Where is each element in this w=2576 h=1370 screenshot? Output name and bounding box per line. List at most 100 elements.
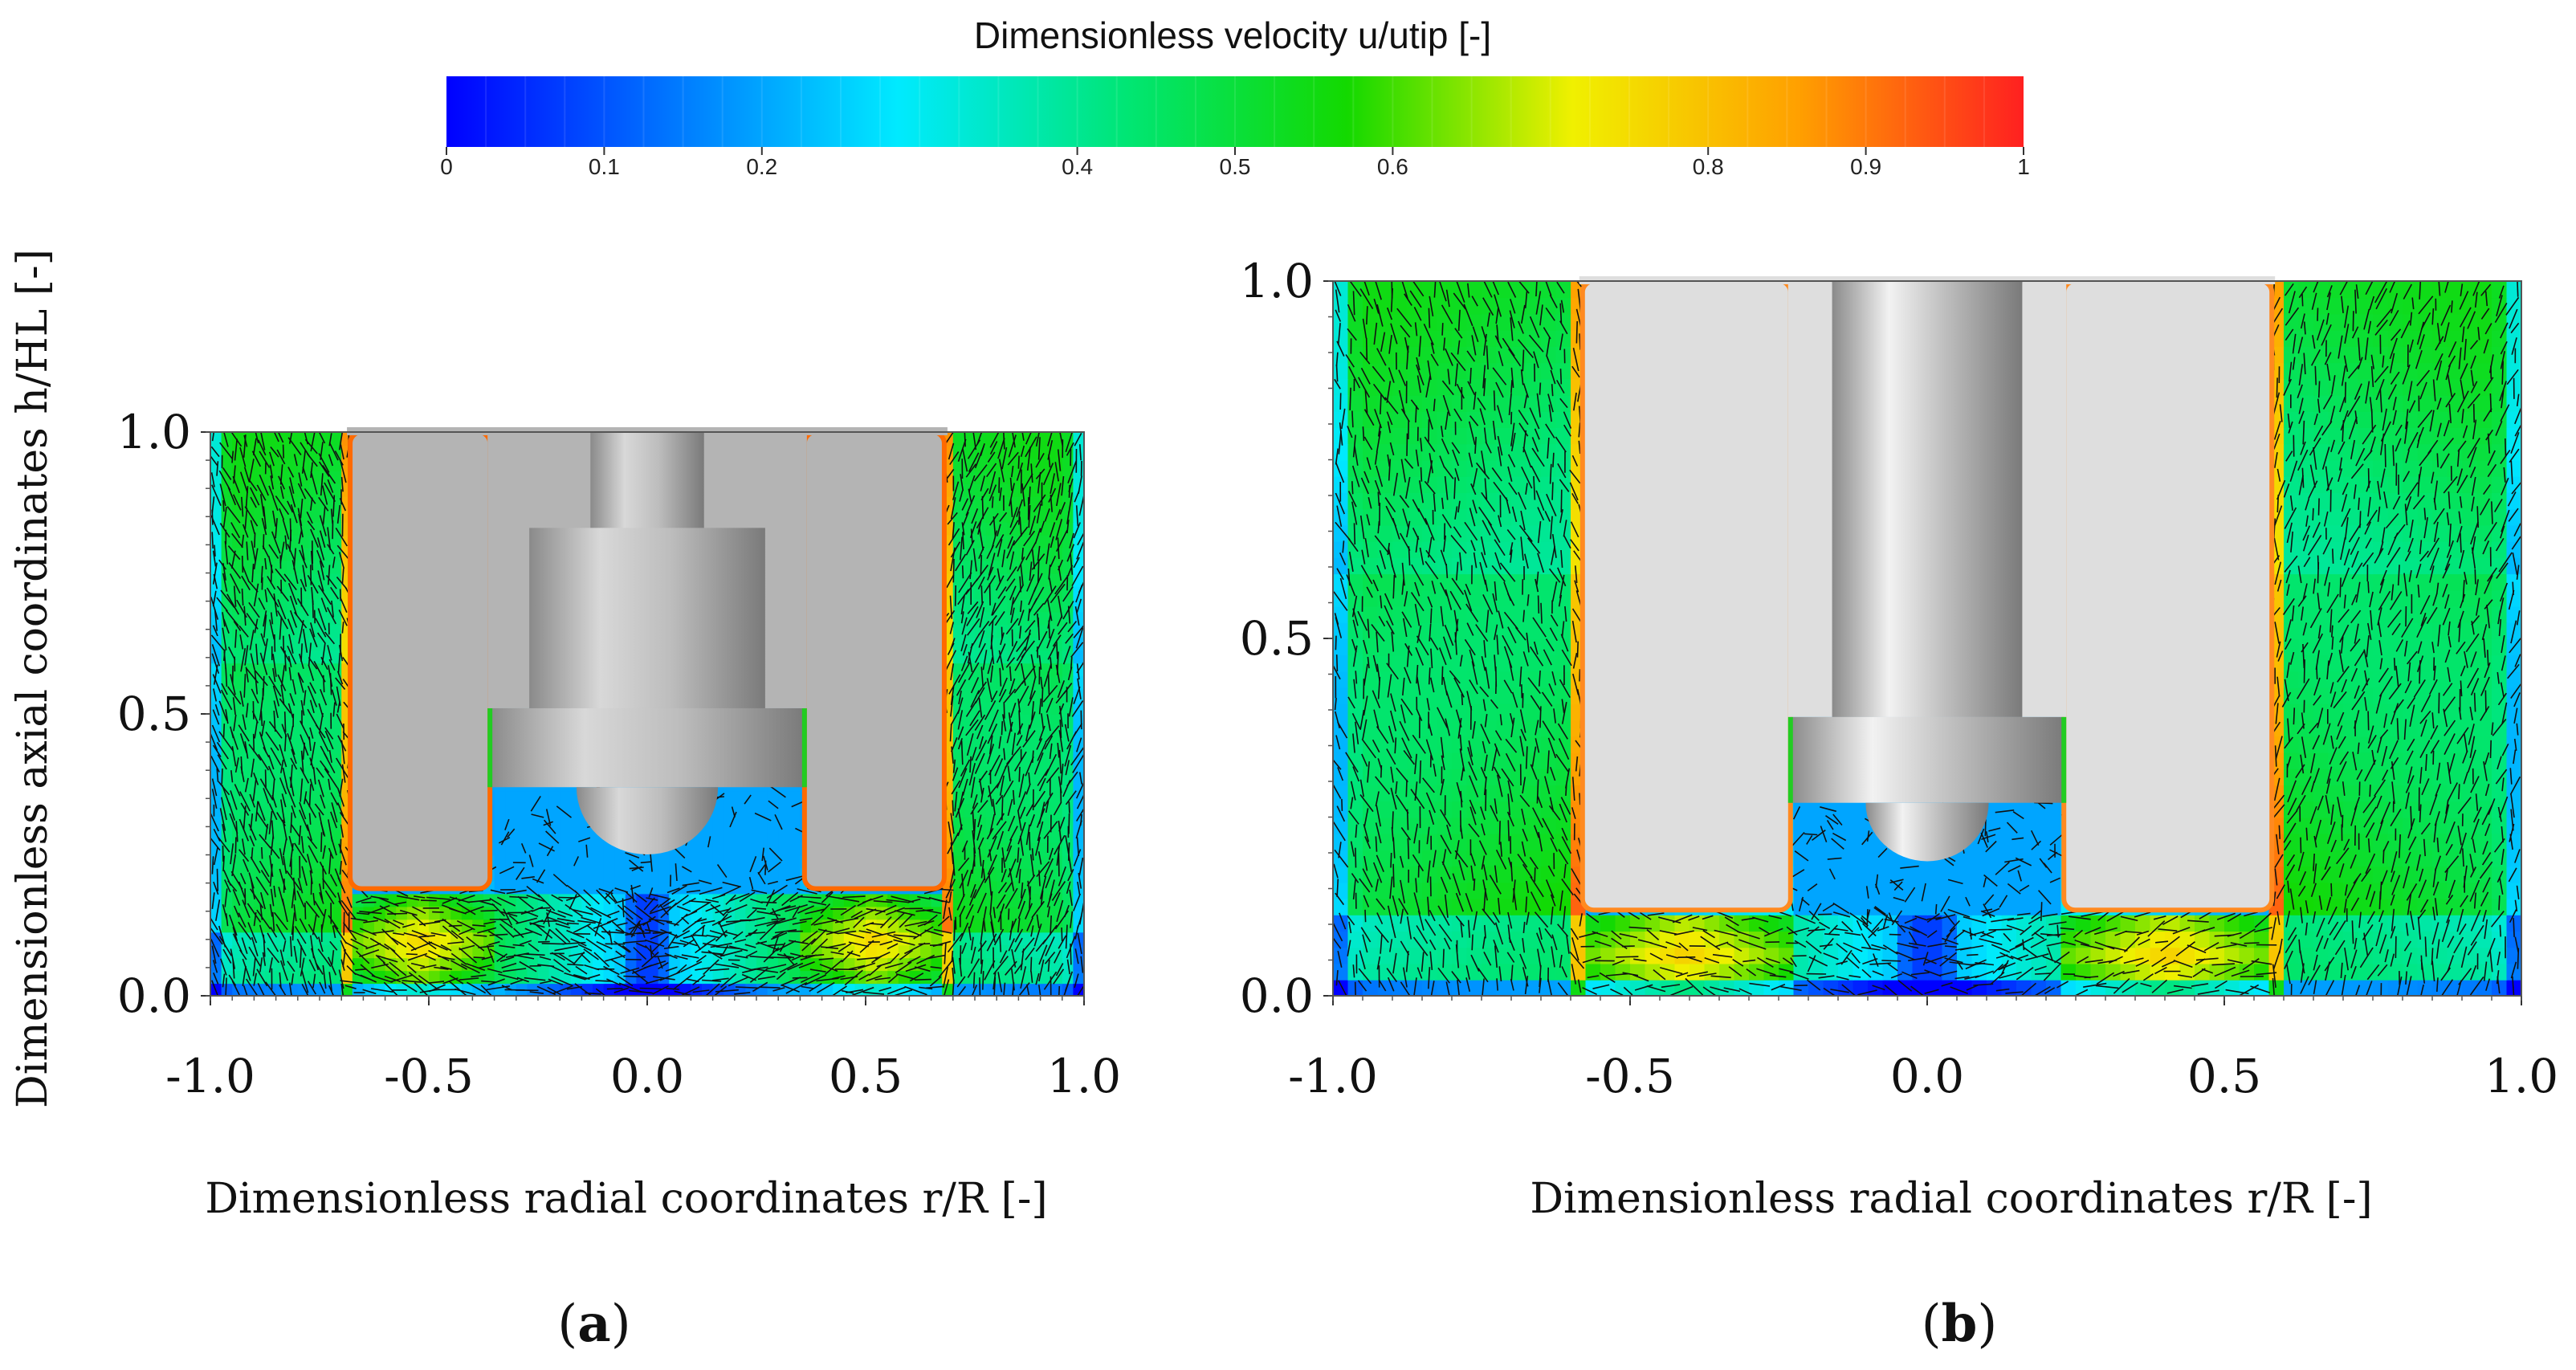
velocity-cell bbox=[1040, 508, 1053, 523]
velocity-vector bbox=[1058, 985, 1061, 996]
velocity-vector bbox=[950, 685, 955, 706]
velocity-vector bbox=[600, 925, 611, 936]
velocity-vector bbox=[1068, 697, 1074, 717]
velocity-vector bbox=[930, 966, 942, 969]
velocity-vector bbox=[923, 914, 938, 926]
velocity-vector bbox=[887, 943, 899, 950]
velocity-cell bbox=[560, 880, 572, 895]
velocity-vector bbox=[279, 960, 288, 981]
velocity-cell bbox=[876, 906, 889, 920]
velocity-vector bbox=[212, 960, 218, 973]
velocity-vector bbox=[1058, 853, 1060, 877]
velocity-cell bbox=[243, 932, 255, 946]
velocity-vector bbox=[242, 714, 247, 730]
velocity-vector bbox=[318, 812, 325, 836]
velocity-vector bbox=[324, 890, 335, 905]
velocity-vector bbox=[722, 907, 732, 916]
velocity-vector bbox=[449, 907, 467, 915]
velocity-vector bbox=[336, 713, 344, 729]
velocity-cell bbox=[1062, 816, 1074, 830]
velocity-vector bbox=[256, 811, 269, 829]
velocity-vector bbox=[886, 899, 908, 903]
velocity-vector bbox=[972, 985, 978, 996]
velocity-cell bbox=[1051, 957, 1063, 972]
velocity-cell bbox=[548, 893, 561, 907]
velocity-vector bbox=[213, 972, 219, 985]
velocity-cell bbox=[406, 906, 419, 920]
velocity-cell bbox=[1007, 842, 1020, 856]
velocity-vector bbox=[957, 857, 970, 871]
velocity-vector bbox=[617, 975, 634, 987]
velocity-vector bbox=[282, 767, 288, 787]
velocity-vector bbox=[1076, 837, 1080, 857]
velocity-cell bbox=[931, 957, 944, 972]
velocity-vector bbox=[499, 924, 515, 938]
velocity-cell bbox=[221, 701, 234, 715]
velocity-vector bbox=[304, 902, 307, 919]
velocity-cell bbox=[658, 957, 670, 972]
velocity-cell bbox=[614, 854, 626, 869]
velocity-cell bbox=[679, 893, 692, 907]
velocity-vector bbox=[907, 956, 921, 964]
velocity-cell bbox=[483, 957, 495, 972]
velocity-cell bbox=[396, 983, 408, 996]
velocity-cell bbox=[243, 585, 255, 600]
velocity-cell bbox=[494, 829, 507, 843]
velocity-vector bbox=[574, 983, 593, 996]
velocity-vector bbox=[715, 908, 730, 914]
velocity-vector bbox=[1037, 851, 1042, 865]
velocity-vector bbox=[645, 939, 665, 948]
velocity-vector bbox=[1072, 752, 1084, 773]
velocity-cell bbox=[330, 983, 343, 996]
velocity-vector bbox=[345, 941, 359, 950]
velocity-vector bbox=[695, 967, 711, 971]
velocity-cell bbox=[287, 854, 299, 869]
velocity-vector bbox=[246, 703, 249, 718]
velocity-vector bbox=[232, 933, 243, 953]
velocity-cell bbox=[778, 854, 790, 869]
velocity-cell bbox=[581, 893, 593, 907]
velocity-cell bbox=[1007, 970, 1020, 985]
velocity-cell bbox=[964, 637, 976, 651]
velocity-vector bbox=[393, 932, 405, 936]
velocity-cell bbox=[669, 867, 681, 882]
colorbar-tick-label: 0.2 bbox=[746, 154, 777, 179]
velocity-cell bbox=[734, 829, 747, 843]
velocity-cell bbox=[210, 598, 222, 613]
velocity-vector bbox=[893, 934, 917, 938]
velocity-cell bbox=[1062, 675, 1074, 690]
velocity-vector bbox=[957, 808, 963, 830]
velocity-cell bbox=[952, 983, 965, 996]
velocity-cell bbox=[320, 547, 332, 561]
velocity-vector bbox=[988, 754, 1001, 776]
velocity-cell bbox=[352, 983, 365, 996]
velocity-vector bbox=[339, 861, 342, 875]
velocity-vector bbox=[682, 917, 703, 933]
velocity-cell bbox=[320, 585, 332, 600]
velocity-vector bbox=[593, 952, 610, 968]
velocity-cell bbox=[1018, 944, 1030, 959]
velocity-vector bbox=[834, 917, 858, 924]
velocity-vector bbox=[668, 894, 689, 911]
velocity-cell bbox=[1073, 508, 1084, 523]
velocity-vector bbox=[884, 962, 903, 969]
velocity-cell bbox=[254, 765, 266, 779]
velocity-vector bbox=[331, 802, 338, 823]
velocity-vector bbox=[641, 951, 659, 968]
velocity-cell bbox=[254, 598, 266, 613]
velocity-vector bbox=[1011, 948, 1017, 968]
velocity-vector bbox=[538, 907, 551, 910]
velocity-vector bbox=[490, 889, 506, 895]
velocity-cell bbox=[505, 803, 517, 818]
velocity-cell bbox=[275, 624, 288, 638]
velocity-vector bbox=[1017, 847, 1020, 863]
velocity-cell bbox=[243, 598, 255, 613]
velocity-cell bbox=[756, 919, 768, 933]
velocity-vector bbox=[715, 989, 739, 993]
velocity-cell bbox=[308, 944, 320, 959]
velocity-vector bbox=[279, 949, 285, 966]
velocity-vector bbox=[1065, 924, 1068, 949]
velocity-vector bbox=[1076, 807, 1084, 822]
velocity-cell bbox=[320, 842, 332, 856]
velocity-cell bbox=[909, 944, 921, 959]
